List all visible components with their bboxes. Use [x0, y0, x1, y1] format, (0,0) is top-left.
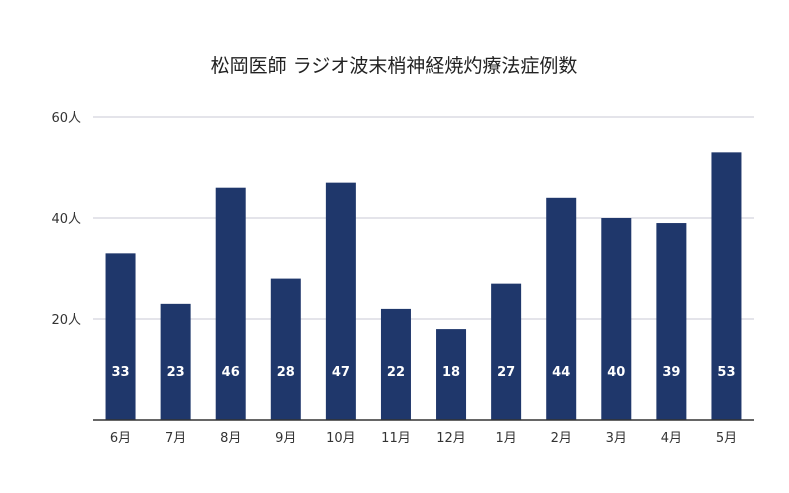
bar-value-label: 18	[442, 365, 460, 380]
bar-value-label: 47	[332, 365, 350, 380]
bar-value-label: 33	[111, 365, 129, 380]
gridlines	[93, 116, 754, 320]
bar	[160, 303, 191, 420]
chart-title: 松岡医師 ラジオ波末梢神経焼灼療法症例数	[211, 55, 578, 77]
bar-value-label: 44	[552, 365, 570, 380]
x-tick-label: 1月	[495, 431, 516, 446]
x-axis-ticks: 6月 7月 8月 9月 10月 11月 12月 1月 2月 3月 4月 5月	[110, 431, 737, 446]
bar-value-label: 27	[497, 365, 515, 380]
bar	[601, 218, 632, 420]
x-tick-label: 3月	[606, 431, 627, 446]
x-tick-label: 12月	[436, 431, 466, 446]
x-tick-label: 4月	[661, 431, 682, 446]
x-tick-label: 6月	[110, 431, 131, 446]
bar-value-label: 46	[222, 365, 240, 380]
bar-value-label: 40	[607, 365, 625, 380]
bar	[491, 283, 522, 420]
bar-value-label: 53	[717, 365, 735, 380]
bar	[711, 152, 742, 420]
x-tick-label: 10月	[326, 431, 356, 446]
y-tick-label: 20人	[51, 313, 81, 328]
bar-value-label: 22	[387, 365, 405, 380]
bars: 33 23 46 28 47 22 18 27 44 40 39 53	[105, 152, 742, 420]
bar-value-label: 39	[662, 365, 680, 380]
bar	[270, 278, 301, 420]
bar	[380, 308, 411, 420]
bar-value-label: 23	[167, 365, 185, 380]
bar	[546, 197, 577, 420]
x-tick-label: 2月	[551, 431, 572, 446]
bar	[436, 329, 467, 420]
bar-value-label: 28	[277, 365, 295, 380]
x-tick-label: 7月	[165, 431, 186, 446]
y-tick-label: 40人	[51, 212, 81, 227]
x-tick-label: 9月	[275, 431, 296, 446]
bar	[656, 223, 687, 420]
x-tick-label: 11月	[381, 431, 411, 446]
bar	[105, 253, 136, 420]
bar	[325, 182, 356, 420]
y-axis-ticks: 20人 40人 60人	[51, 111, 81, 328]
x-tick-label: 8月	[220, 431, 241, 446]
y-tick-label: 60人	[51, 111, 81, 126]
bar	[215, 187, 246, 420]
x-tick-label: 5月	[716, 431, 737, 446]
